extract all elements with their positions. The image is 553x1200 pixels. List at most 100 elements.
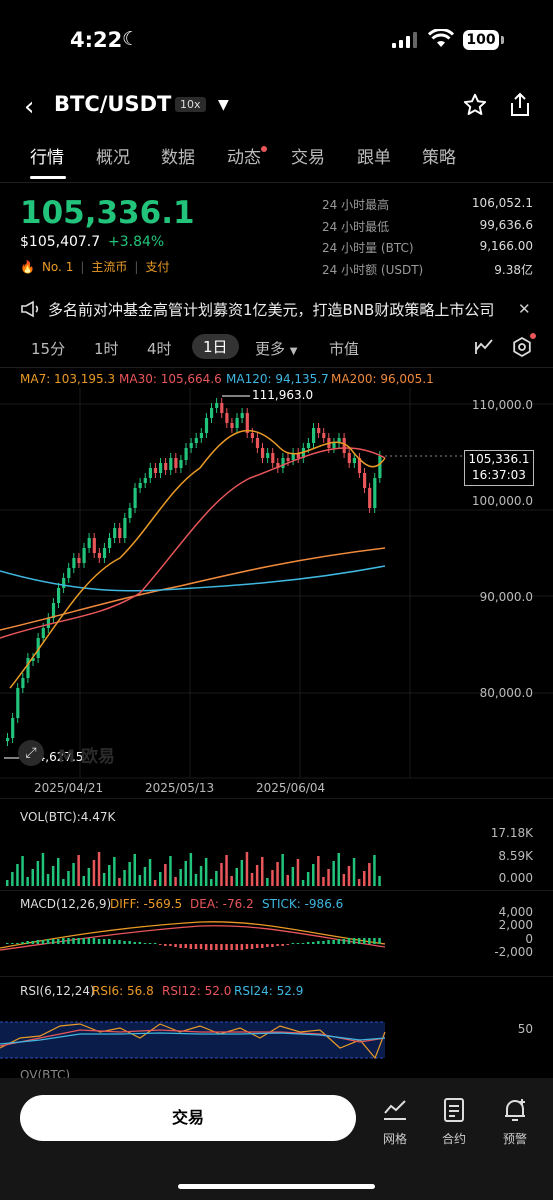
rank-tag[interactable]: No. 1 bbox=[41, 259, 74, 274]
candlestick-chart[interactable] bbox=[0, 388, 553, 793]
star-icon[interactable] bbox=[462, 92, 488, 118]
macd-bar bbox=[347, 938, 351, 944]
macd-bar bbox=[373, 938, 376, 944]
tab-overview[interactable]: 概况 bbox=[96, 148, 130, 168]
back-icon[interactable]: ‹ bbox=[24, 92, 35, 122]
timeframe-15m[interactable]: 15分 bbox=[31, 340, 66, 358]
volume-bar bbox=[250, 873, 254, 886]
tab-bar: 行情 概况 数据 动态 交易 跟单 策略 bbox=[0, 143, 553, 179]
fullscreen-icon[interactable]: ⤢ bbox=[18, 740, 44, 766]
timeframe-more[interactable]: 更多 ▼ bbox=[255, 338, 298, 359]
candle bbox=[352, 458, 356, 463]
tab-news[interactable]: 动态 bbox=[227, 148, 261, 168]
candle bbox=[118, 528, 122, 538]
contract-icon[interactable] bbox=[434, 1097, 474, 1123]
macd-bar bbox=[108, 939, 111, 944]
stat-value: 99,636.6 bbox=[479, 218, 533, 232]
macd-dea: DEA: -76.2 bbox=[190, 897, 254, 911]
candle bbox=[230, 423, 234, 428]
chevron-down-icon[interactable]: ▼ bbox=[218, 97, 229, 113]
candle bbox=[123, 518, 127, 538]
macd-bar bbox=[357, 938, 361, 944]
candle bbox=[240, 413, 244, 418]
macd-chart bbox=[0, 921, 386, 951]
ma30-line bbox=[0, 447, 386, 639]
stat-label: 24 小时最低 bbox=[322, 220, 390, 234]
payment-tag[interactable]: 支付 bbox=[145, 260, 170, 274]
candle bbox=[72, 558, 76, 568]
volume-bar bbox=[184, 861, 187, 886]
volume-bar bbox=[373, 855, 376, 886]
candle bbox=[31, 658, 35, 661]
timeframe-1d[interactable]: 1日 bbox=[192, 334, 239, 359]
macd-bar bbox=[21, 942, 24, 944]
volume-bar bbox=[36, 861, 40, 886]
candle bbox=[82, 548, 86, 563]
y-tick-label: 110,000.0 bbox=[471, 398, 533, 412]
timeframe-1h[interactable]: 1时 bbox=[94, 340, 119, 358]
current-price-value: 105,336.1 bbox=[468, 452, 530, 466]
alert-bell-icon[interactable] bbox=[495, 1097, 535, 1123]
macd-bar bbox=[46, 939, 50, 944]
close-icon[interactable]: ✕ bbox=[518, 300, 531, 318]
macd-bar bbox=[118, 940, 121, 944]
volume-bar bbox=[291, 867, 295, 886]
news-ticker[interactable]: 多名前对冲基金高管计划募资1亿美元，打造BNB财政策略上市公司 bbox=[48, 301, 495, 319]
tab-data[interactable]: 数据 bbox=[161, 148, 195, 168]
tab-copy[interactable]: 跟单 bbox=[357, 148, 391, 168]
tab-market[interactable]: 行情 bbox=[30, 148, 64, 168]
macd-bar bbox=[281, 944, 284, 946]
macd-bar bbox=[169, 944, 172, 946]
trade-button[interactable]: 交易 bbox=[20, 1095, 356, 1141]
macd-bar bbox=[174, 944, 177, 947]
macd-label: MACD(12,26,9) bbox=[20, 897, 112, 911]
macd-bar bbox=[296, 943, 300, 944]
macd-bar bbox=[143, 943, 147, 944]
macd-bar bbox=[220, 944, 223, 950]
category-tag[interactable]: 主流币 bbox=[91, 260, 128, 274]
volume-bar bbox=[306, 872, 310, 886]
volume-bar bbox=[123, 870, 126, 886]
grid-label[interactable]: 网格 bbox=[382, 1132, 407, 1146]
tab-strategy[interactable]: 策略 bbox=[422, 148, 456, 168]
candle bbox=[77, 558, 81, 563]
watermark-mark: M bbox=[58, 747, 81, 767]
volume-bar bbox=[128, 862, 131, 886]
volume-bar bbox=[245, 852, 249, 886]
candle bbox=[16, 688, 20, 718]
timeframe-more-label: 更多 bbox=[255, 340, 286, 358]
settings-icon[interactable] bbox=[511, 336, 533, 358]
pair-title[interactable]: BTC/USDT bbox=[54, 92, 172, 116]
notification-dot bbox=[530, 333, 536, 339]
volume-bar bbox=[296, 859, 300, 886]
tab-trade[interactable]: 交易 bbox=[291, 148, 325, 168]
ma7-label: MA7: 103,195.3 bbox=[20, 372, 116, 386]
timeframe-4h[interactable]: 4时 bbox=[147, 340, 172, 358]
indicator-icon[interactable] bbox=[474, 336, 494, 356]
alert-label[interactable]: 预警 bbox=[502, 1132, 527, 1146]
macd-bar bbox=[179, 944, 182, 948]
candle bbox=[296, 453, 300, 458]
grid-icon[interactable] bbox=[375, 1097, 415, 1123]
macd-bar bbox=[240, 944, 244, 950]
volume-bar bbox=[332, 861, 335, 886]
market-cap-toggle[interactable]: 市值 bbox=[329, 340, 360, 358]
volume-bar bbox=[204, 858, 208, 886]
macd-bar bbox=[291, 943, 295, 944]
volume-bar bbox=[16, 864, 19, 886]
contract-label[interactable]: 合约 bbox=[441, 1132, 466, 1146]
watermark-logo: M 欧易 bbox=[58, 742, 115, 767]
macd-bar bbox=[6, 943, 9, 944]
candle bbox=[26, 658, 30, 678]
share-icon[interactable] bbox=[508, 92, 532, 118]
battery-tip bbox=[501, 36, 504, 44]
candle bbox=[271, 453, 275, 463]
candle bbox=[159, 463, 163, 473]
candle bbox=[57, 588, 61, 603]
macd-bar bbox=[322, 941, 325, 944]
volume-bar bbox=[153, 880, 157, 886]
macd-bar bbox=[11, 943, 14, 944]
macd-bar bbox=[51, 939, 55, 944]
stat-label: 24 小时额 (USDT) bbox=[322, 263, 424, 277]
macd-bar bbox=[352, 938, 356, 944]
